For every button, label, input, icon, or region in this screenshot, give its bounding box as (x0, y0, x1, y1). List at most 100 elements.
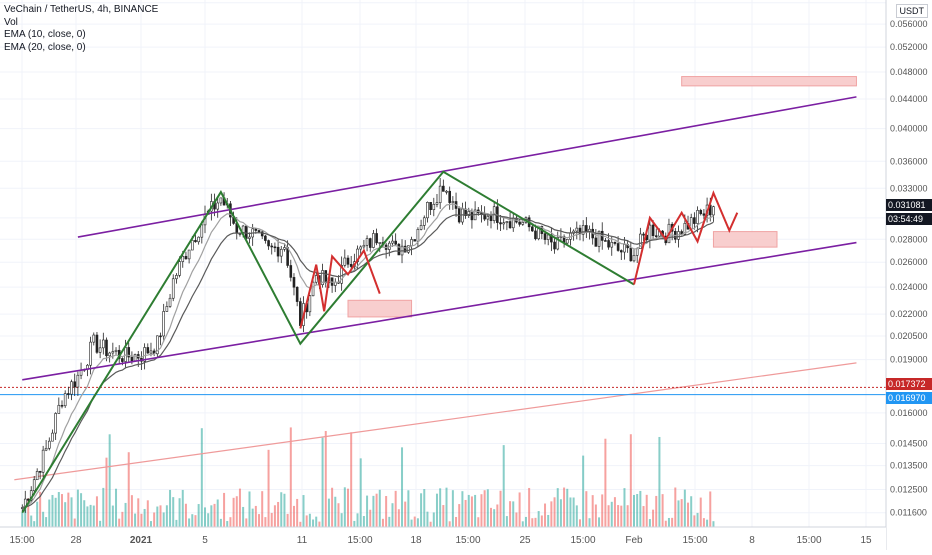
candle-body (194, 240, 197, 243)
candle-body (359, 246, 363, 250)
candle-body (283, 247, 286, 250)
volume-bar (51, 494, 54, 527)
candle-body (295, 286, 299, 302)
candle-body (165, 306, 169, 312)
volume-bar (331, 487, 334, 527)
legend-vol[interactable]: Vol (4, 16, 18, 28)
candle-body (372, 233, 375, 248)
volume-bar (420, 493, 423, 527)
volume-bar (149, 521, 152, 527)
candle-body (260, 231, 264, 237)
y-tick-label: 0.020500 (890, 331, 928, 341)
y-tick-label: 0.056000 (890, 19, 928, 29)
candle-body (171, 278, 175, 299)
volume-bar (223, 492, 226, 527)
volume-bar (604, 438, 607, 527)
volume-bar (633, 494, 635, 527)
candle-body (502, 222, 506, 225)
zones[interactable] (347, 76, 857, 318)
zigzag[interactable] (21, 170, 739, 514)
volume-bar (64, 502, 67, 527)
candle-body (575, 227, 579, 232)
x-tick-label: 28 (70, 535, 82, 546)
x-tick-label: 2021 (130, 535, 153, 546)
countdown-badge: 03:54:49 (886, 213, 932, 225)
volume-bar (451, 490, 454, 527)
candle-body (245, 225, 248, 239)
volume-bar (334, 496, 337, 527)
zone-box[interactable] (681, 76, 857, 87)
candle-body (130, 356, 134, 362)
volume-bar (702, 518, 705, 527)
y-tick-label: 0.048000 (890, 67, 928, 77)
channel-lower-line[interactable] (22, 241, 857, 381)
volume-bar (524, 516, 527, 527)
legend-ema10[interactable]: EMA (10, close, 0) (4, 29, 86, 40)
volume-bar (585, 491, 588, 527)
volume-bar (680, 499, 683, 527)
currency-label[interactable]: USDT (895, 4, 928, 18)
volume-bar (693, 515, 696, 527)
zone-box[interactable] (712, 231, 778, 248)
volume-bar (353, 520, 356, 527)
zigzag-red-line[interactable] (299, 248, 381, 329)
legend: VeChain / TetherUS, 4h, BINANCE Vol EMA … (4, 4, 158, 54)
volume-bar (232, 497, 235, 527)
volume-bar (315, 516, 318, 527)
volume-bar (39, 491, 42, 527)
volume-bar (534, 517, 537, 527)
volume-bar (242, 506, 245, 527)
volume-bar (140, 513, 143, 527)
volume-bar (226, 521, 229, 527)
volume-bar (61, 494, 63, 527)
horizontal-lines[interactable] (0, 386, 886, 396)
trendline-red-line[interactable] (14, 362, 857, 481)
channel-upper-line[interactable] (77, 96, 857, 238)
volume-bar (461, 491, 464, 527)
volume-bar (598, 517, 601, 527)
candle-body (534, 230, 537, 240)
volume-bar (493, 509, 496, 527)
volume-bar (30, 515, 33, 527)
volume-bar (76, 489, 79, 527)
volume-bar (639, 490, 642, 527)
legend-symbol[interactable]: VeChain / TetherUS, 4h, BINANCE (4, 4, 159, 15)
zigzag-red-line[interactable] (633, 190, 739, 285)
candle-body (422, 217, 426, 226)
candle-body (289, 265, 293, 278)
candle-body (38, 471, 42, 473)
volume-bar (563, 487, 566, 527)
y-tick-label: 0.040000 (890, 124, 928, 134)
candle-body (105, 339, 108, 357)
y-tick-label: 0.052000 (890, 42, 928, 52)
zigzag-green-line[interactable] (21, 170, 635, 514)
candle-body (693, 217, 696, 224)
volume-bar (572, 497, 575, 527)
volume-bar (712, 521, 715, 527)
volume-bar (134, 513, 137, 527)
y-tick-label: 0.022000 (890, 309, 928, 319)
volume-bar (439, 488, 442, 527)
candle-body (324, 270, 328, 284)
zone-box[interactable] (347, 299, 413, 318)
candle-body (44, 447, 48, 451)
candle-body (286, 247, 289, 266)
volume-bar (556, 488, 559, 527)
volume-bar (477, 517, 480, 527)
volume-bar (213, 503, 216, 527)
candle-body (521, 222, 525, 225)
trendline-red[interactable] (14, 362, 857, 481)
volume-bar (544, 503, 547, 527)
legend-ema20[interactable]: EMA (20, close, 0) (4, 41, 86, 53)
volume-bar (115, 488, 118, 527)
x-tick-label: 15:00 (796, 535, 821, 546)
x-tick-label: 8 (749, 535, 755, 546)
volume-bar (210, 505, 213, 527)
volume-bar (305, 515, 308, 527)
candle-body (102, 339, 105, 349)
volume-bar (159, 505, 162, 527)
volume-bar (391, 503, 394, 527)
volume-bar (648, 519, 651, 527)
